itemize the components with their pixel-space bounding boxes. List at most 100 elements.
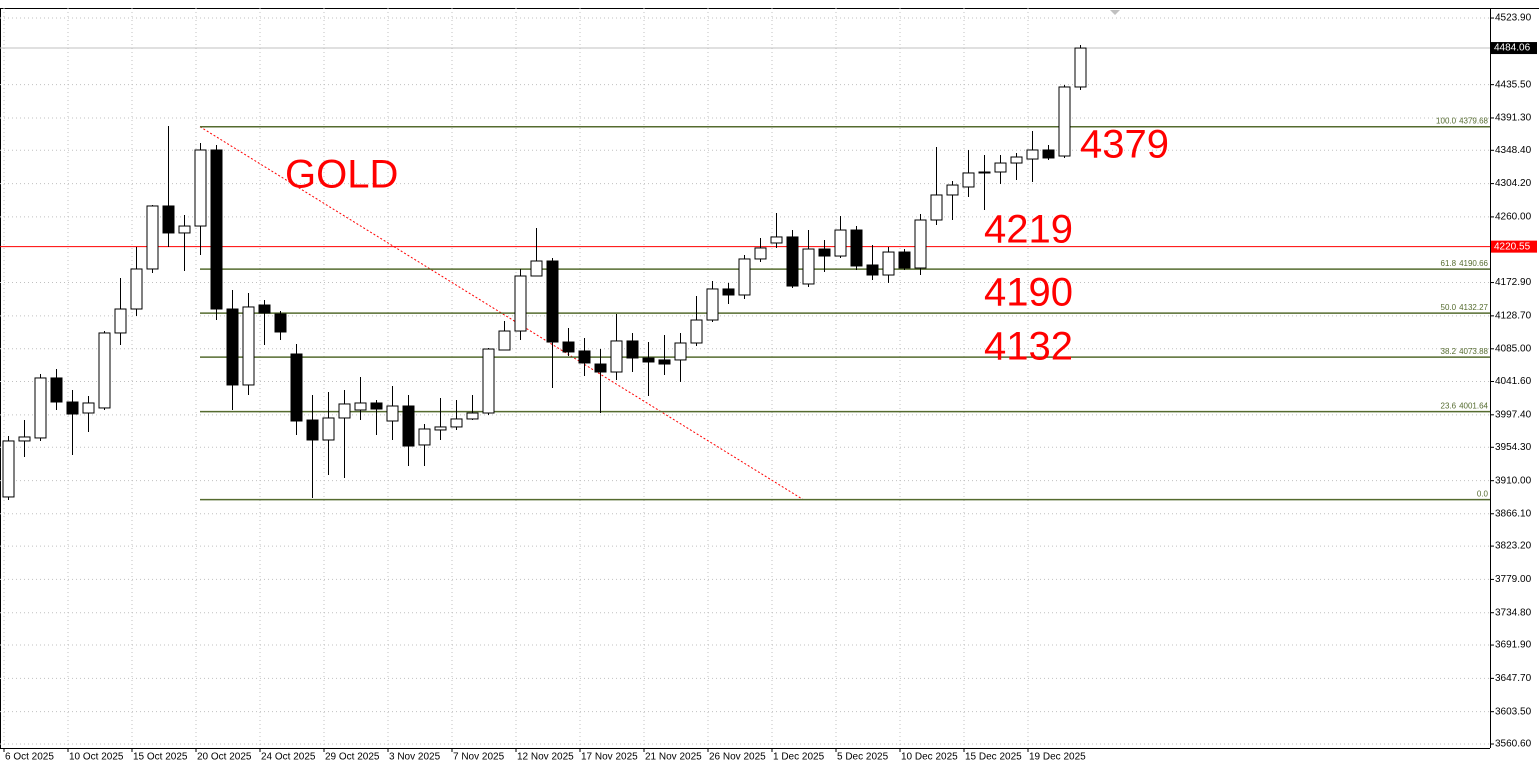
fib-price: 4190.66 xyxy=(1459,259,1488,268)
y-tick-label: 4348.40 xyxy=(1495,145,1532,156)
candle-body xyxy=(898,251,911,269)
x-tick-label: 15 Oct 2025 xyxy=(133,752,188,763)
fib-ratio: 61.8 xyxy=(1441,259,1457,268)
candle-body xyxy=(642,357,655,363)
fib-ratio: 50.0 xyxy=(1441,303,1457,312)
candle-body xyxy=(722,288,735,296)
candle-body xyxy=(738,258,751,296)
x-tick-label: 17 Nov 2025 xyxy=(581,752,638,763)
x-tick-label: 21 Nov 2025 xyxy=(645,752,702,763)
candle-body xyxy=(1010,156,1023,164)
y-tick-label: 3603.50 xyxy=(1495,706,1532,717)
candle-body xyxy=(370,402,383,410)
candle-body xyxy=(962,172,975,188)
candle-body xyxy=(290,353,303,422)
candle-body xyxy=(530,260,543,277)
candle-body xyxy=(306,419,319,441)
candle-body xyxy=(210,149,223,310)
candle-body xyxy=(146,205,159,270)
y-tick-label: 4172.90 xyxy=(1495,277,1532,288)
x-tick-label: 20 Oct 2025 xyxy=(197,752,252,763)
fib-ratio: 100.0 xyxy=(1436,117,1457,126)
y-tick-label: 3997.40 xyxy=(1495,409,1532,420)
candle-body xyxy=(18,436,31,442)
candle-body xyxy=(1058,86,1071,157)
fib-ratio: 23.6 xyxy=(1441,402,1457,411)
y-tick-label: 3823.20 xyxy=(1495,541,1532,552)
candle-body xyxy=(354,402,367,411)
y-tick-label: 4128.70 xyxy=(1495,311,1532,322)
candle-body xyxy=(242,306,255,386)
candle-body xyxy=(770,236,783,244)
candle-body xyxy=(562,341,575,353)
x-tick-label: 3 Nov 2025 xyxy=(389,752,441,763)
candle-body xyxy=(258,304,271,314)
candle-body xyxy=(1074,47,1087,88)
candle-body xyxy=(994,162,1007,173)
fib-label: 50.0 4132.27 xyxy=(1441,303,1489,312)
candle-body xyxy=(82,402,95,414)
candle-body xyxy=(706,288,719,321)
last-price-label: 4484.06 xyxy=(1494,43,1531,54)
x-tick-label: 19 Dec 2025 xyxy=(1029,752,1086,763)
price-line-box xyxy=(1491,240,1537,253)
fib-label: 38.2 4073.88 xyxy=(1441,347,1489,356)
candle-body xyxy=(178,225,191,234)
candle-body xyxy=(98,332,111,409)
x-tick-label: 10 Dec 2025 xyxy=(901,752,958,763)
x-tick-label: 10 Oct 2025 xyxy=(69,752,124,763)
candle-body xyxy=(818,248,831,257)
candle-body xyxy=(802,248,815,285)
y-tick-label: 3779.00 xyxy=(1495,574,1532,585)
y-tick-label: 3647.70 xyxy=(1495,673,1532,684)
candle-body xyxy=(466,412,479,420)
candle-body xyxy=(434,426,447,431)
candle-body xyxy=(338,403,351,419)
candle-body xyxy=(674,342,687,361)
candle-body xyxy=(274,313,287,333)
candle-body xyxy=(1026,149,1039,160)
annotation: 4219 xyxy=(984,208,1073,252)
x-tick-label: 12 Nov 2025 xyxy=(517,752,574,763)
candle-body xyxy=(226,308,239,386)
candle-body xyxy=(866,264,879,276)
candle-body xyxy=(402,405,415,447)
candle-body xyxy=(482,348,495,414)
shift-marker xyxy=(1110,10,1120,15)
annotation: 4379 xyxy=(1080,123,1169,167)
y-tick-label: 4041.60 xyxy=(1495,376,1532,387)
candle-body xyxy=(978,171,991,174)
fib-label: 23.6 4001.64 xyxy=(1441,402,1489,411)
fib-label: 61.8 4190.66 xyxy=(1441,259,1489,268)
x-tick-label: 1 Dec 2025 xyxy=(773,752,825,763)
x-tick-label: 7 Nov 2025 xyxy=(453,752,505,763)
candle-body xyxy=(162,205,175,234)
x-tick-label: 15 Dec 2025 xyxy=(965,752,1022,763)
candle-body xyxy=(386,405,399,422)
fib-price: 4132.27 xyxy=(1459,303,1488,312)
candle-body xyxy=(2,440,15,498)
fib-label: 0.0 xyxy=(1477,490,1489,499)
candle-body xyxy=(34,377,47,439)
candle-body xyxy=(930,194,943,221)
candle-body xyxy=(610,340,623,373)
y-tick-label: 4435.50 xyxy=(1495,79,1532,90)
fib-ratio: 38.2 xyxy=(1441,347,1457,356)
candle-body xyxy=(498,330,511,351)
x-tick-label: 6 Oct 2025 xyxy=(5,752,54,763)
x-tick-label: 29 Oct 2025 xyxy=(325,752,380,763)
annotation: GOLD xyxy=(285,153,398,197)
fib-price: 4001.64 xyxy=(1459,402,1488,411)
y-tick-label: 3691.90 xyxy=(1495,640,1532,651)
y-tick-label: 3560.60 xyxy=(1495,739,1532,750)
y-tick-label: 4260.00 xyxy=(1495,212,1532,223)
candle-body xyxy=(946,184,959,196)
candle-body xyxy=(834,229,847,257)
candle-body xyxy=(546,260,559,343)
candle-body xyxy=(66,401,79,415)
fib-label: 100.0 4379.68 xyxy=(1436,117,1489,126)
y-tick-label: 4391.30 xyxy=(1495,113,1532,124)
